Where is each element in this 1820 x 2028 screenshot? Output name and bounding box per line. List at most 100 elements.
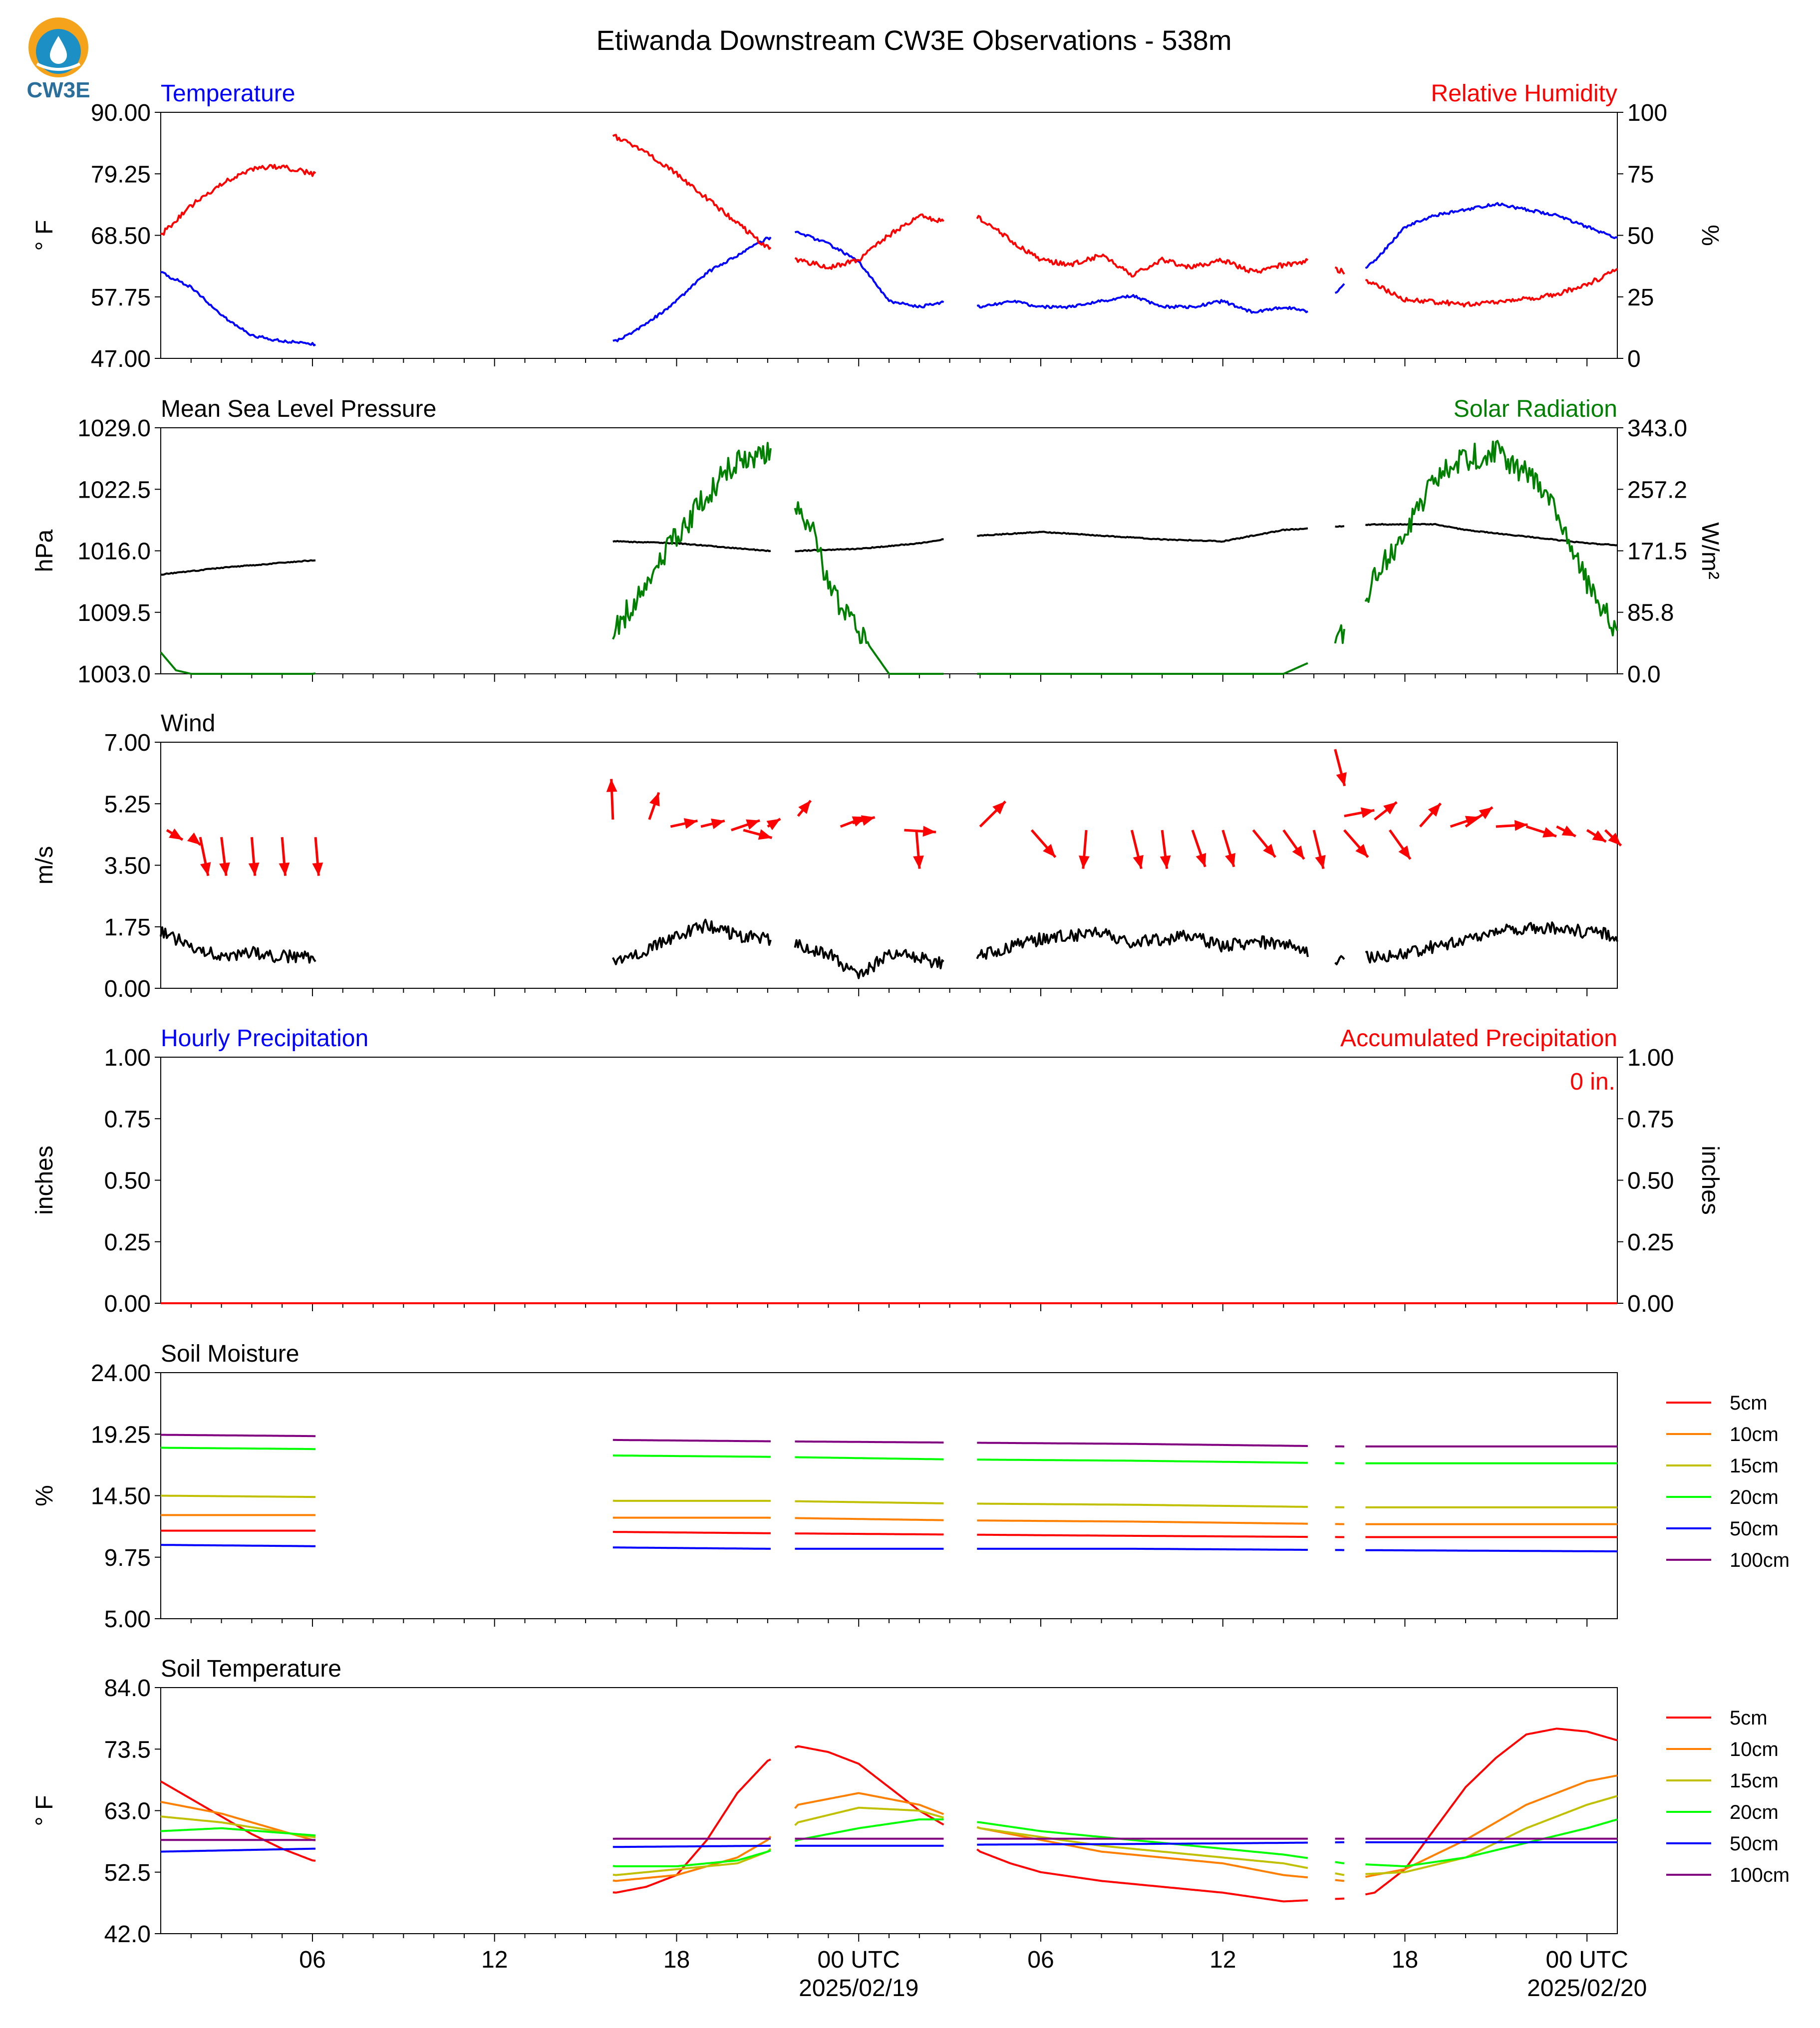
wind-vector-head [1398,845,1411,860]
panel-title-left: Temperature [161,80,295,107]
wind-vector-head [1263,844,1275,858]
wind-vector-head [1079,855,1090,869]
series-line-5cm [160,1780,316,1862]
wind-vector-head [1479,807,1493,820]
wind-vector-head [649,792,660,807]
y-tick-label-right: 0 [1627,346,1641,372]
series-line-relative-humidity [612,134,772,250]
wind-vector-head [1160,855,1171,869]
wind-vector-head [1561,825,1576,837]
panel-title-left: Hourly Precipitation [161,1025,368,1052]
y-tick-label-left: 52.5 [104,1860,151,1886]
series-line-temperature [612,236,772,342]
y-tick-label-left: 1016.0 [77,539,151,565]
series-line-5cm [977,1533,1308,1538]
y-axis-label-left: m/s [31,846,58,884]
series-line-wind-speed [612,918,772,965]
series-line-5cm [612,1531,771,1534]
series-line-solar-radiation [160,651,316,675]
y-tick-label-left: 1022.5 [77,477,151,503]
wind-vector-head [1514,820,1528,831]
y-tick-label-left: 42.0 [104,1921,151,1948]
series-line-20cm [1365,1818,1618,1867]
series-line-50cm [977,1547,1308,1551]
panel-title-right: Relative Humidity [1431,80,1617,107]
logo-text: CW3E [26,78,90,102]
y-tick-label-right: 85.8 [1627,600,1674,626]
y-axis-label-right: W/m² [1697,522,1723,579]
y-axis-label-left: inches [31,1146,58,1215]
y-tick-label-right: 171.5 [1627,539,1687,565]
y-tick-label-left: 5.25 [104,791,151,818]
y-tick-label-right: 257.2 [1627,477,1687,503]
y-axis-label-left: % [31,1485,58,1506]
y-tick-label-right: 75 [1627,161,1654,188]
panel-1: Temperature Relative Humidity 90.00 79.25 68… [31,80,1723,372]
y-tick-label-left: 0.00 [104,976,151,1002]
legend-label: 5cm [1730,1392,1768,1414]
legend-label: 50cm [1730,1833,1779,1855]
series-line-50cm [161,1544,315,1547]
series-line-temperature [160,271,316,346]
series-line-solar-radiation [1334,624,1345,644]
panel-title-left: Soil Moisture [161,1341,299,1367]
y-tick-label-left: 73.5 [104,1737,151,1763]
wind-vector-head [1428,803,1441,817]
wind-vector-head [1043,844,1056,858]
panel-4: Hourly Precipitation Accumulated Precipit… [31,1025,1723,1317]
y-tick-label-right: 343.0 [1627,415,1687,442]
wind-vector-head [169,828,183,840]
y-tick-label-left: 0.00 [104,1291,151,1317]
wind-vector-head [187,832,201,845]
series-line-10cm [794,1792,944,1815]
y-tick-label-left: 57.75 [91,285,151,311]
series-line-100cm [795,1440,944,1444]
series-line-10cm [612,1835,772,1882]
wind-vector-head [312,863,323,876]
series-line-temperature [976,294,1309,314]
series-line-15cm [612,1848,772,1876]
series-line-solar-radiation [977,662,1308,675]
y-axis-label-right: % [1697,225,1723,246]
y-tick-label-left: 1.75 [104,914,151,941]
y-tick-label-left: 1009.5 [77,600,151,626]
series-line-temperature [1365,202,1618,269]
wind-vector-head [1225,853,1235,867]
plot-frame [160,1057,1618,1304]
plot-frame [160,427,1618,674]
wind-vector-head [1383,802,1397,815]
y-tick-label-left: 9.75 [104,1545,151,1571]
y-tick-label-left: 68.50 [91,223,151,250]
series-line-20cm [1335,1861,1345,1865]
series-line-15cm [794,1806,944,1826]
series-line-50cm [160,1847,315,1853]
legend-label: 10cm [1730,1738,1779,1760]
series-line-15cm [1365,1795,1618,1875]
wind-vector-head [1336,772,1347,786]
y-tick-label-left: 19.25 [91,1422,151,1448]
wind-vector-head [1360,807,1375,818]
x-tick-label: 00 UTC [818,1947,900,1973]
panels: Temperature Relative Humidity 90.00 79.25 68… [31,80,1790,2002]
series-line-20cm [160,1827,316,1837]
x-tick-label: 18 [663,1947,690,1973]
wind-vector-head [1608,833,1621,846]
series-line-relative-humidity [1334,266,1345,275]
series-line-mean-sea-level-pressure [612,540,771,553]
y-axis-label-left: hPa [31,529,58,572]
series-line-wind-speed [976,926,1309,960]
series-line-50cm [612,1844,771,1848]
y-tick-label-right: 0.00 [1627,1291,1674,1317]
panel-title-left: Soil Temperature [161,1656,341,1682]
y-tick-label-left: 1003.0 [77,661,151,688]
x-tick-label: 12 [1210,1947,1236,1973]
y-tick-label-left: 47.00 [91,346,151,372]
y-axis-label-left: ° F [31,1795,58,1826]
y-tick-label-left: 1029.0 [77,415,151,442]
legend-label: 50cm [1730,1518,1779,1540]
series-line-mean-sea-level-pressure [1365,523,1618,547]
series-line-20cm [161,1447,315,1450]
legend-label: 10cm [1730,1424,1779,1446]
series-line-20cm [612,1454,771,1458]
